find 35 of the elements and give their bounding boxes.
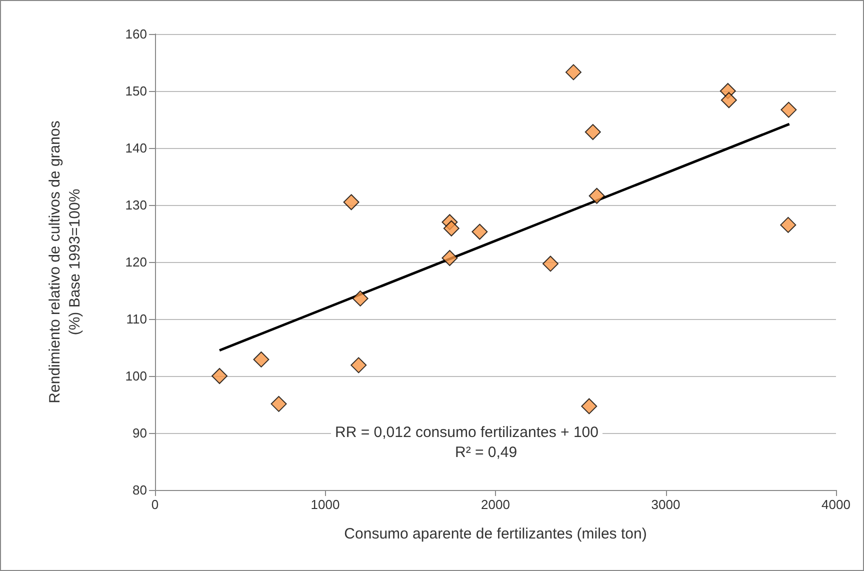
x-tick-label: 4000 <box>822 497 850 512</box>
x-axis-title: Consumo aparente de fertilizantes (miles ton) <box>344 526 647 542</box>
point <box>253 351 270 368</box>
point <box>565 64 582 80</box>
point <box>472 224 488 240</box>
point <box>542 256 558 272</box>
annotation: R² = 0,49 <box>455 444 518 461</box>
point <box>780 216 796 233</box>
point <box>212 368 228 384</box>
y-tick-label: 90 <box>132 426 147 440</box>
y-tick-label: 150 <box>125 84 147 98</box>
y-tick-label: 100 <box>125 368 147 384</box>
x-tick-label: 1000 <box>310 497 340 512</box>
point <box>270 396 287 412</box>
y-tick-label: 110 <box>126 312 147 326</box>
point <box>350 357 367 374</box>
point <box>352 290 368 306</box>
point <box>442 250 458 266</box>
x-tick-label: 0 <box>151 497 159 512</box>
y-tick-label: 80 <box>132 482 147 498</box>
y-tick-label: 120 <box>125 254 147 270</box>
point <box>443 220 460 236</box>
y-axis-title: Rendimiento relativo de cultivos de granos (%) Base 1993=100% <box>46 120 84 404</box>
point <box>588 188 605 204</box>
point <box>720 92 737 108</box>
y-tick-label: 140 <box>125 140 147 156</box>
y-tick-label: 160 <box>125 26 147 42</box>
x-tick-label: 3000 <box>651 497 680 512</box>
y-tick-label: 130 <box>125 198 147 212</box>
annotation: RR = 0,012 consumo fertilizantes + 100 <box>335 424 598 441</box>
point <box>780 102 797 118</box>
point <box>584 124 601 140</box>
point <box>581 398 598 414</box>
x-tick-label: 2000 <box>481 497 510 512</box>
point <box>343 194 360 210</box>
